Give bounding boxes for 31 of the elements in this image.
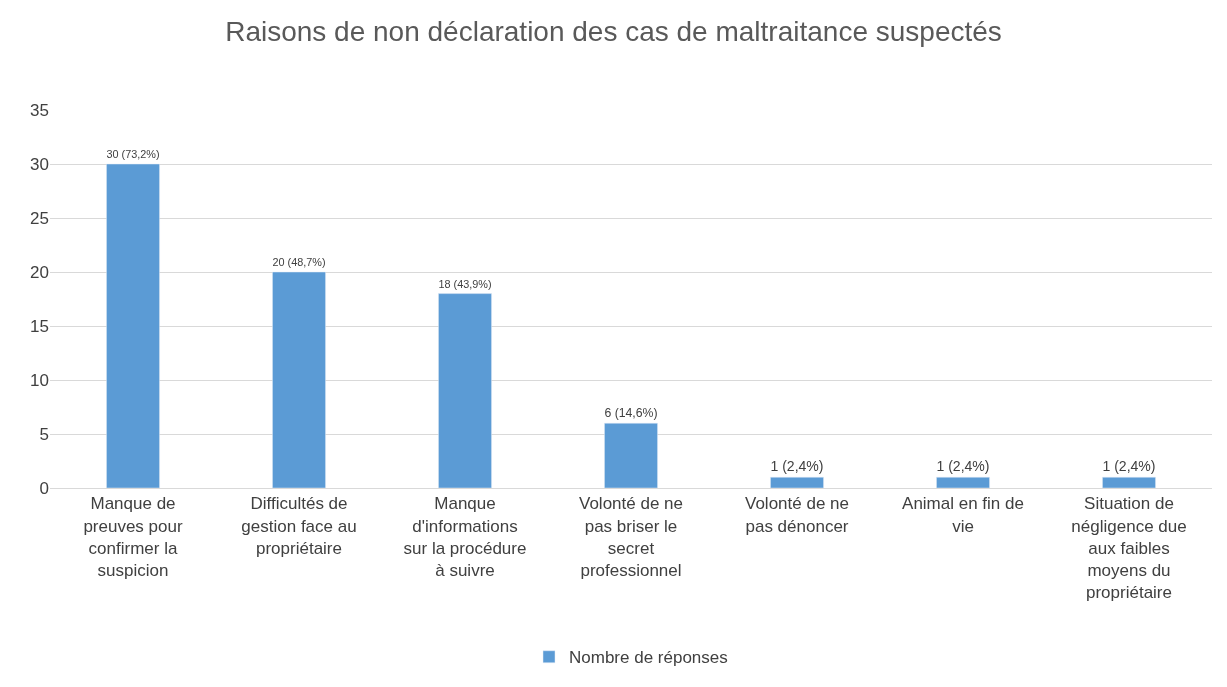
x-tick-label: Difficultés de gestion face au propriétaire — [241, 494, 357, 558]
y-tick-label: 20 — [30, 262, 49, 282]
bar — [936, 476, 990, 488]
x-tick-label: Volonté de ne pas briser le secret professionnel — [579, 494, 683, 580]
x-tick-label: Volonté de ne pas dénoncer — [745, 494, 849, 536]
data-label: 6 (14,6%) — [604, 406, 658, 421]
data-label: 18 (43,9%) — [438, 278, 492, 291]
x-tick-label: Situation de négligence due aux faibles moyens du propriétaire — [1071, 494, 1187, 602]
y-tick-label: 0 — [39, 478, 49, 498]
data-label: 30 (73,2%) — [106, 148, 160, 161]
data-label: 1 (2,4%) — [770, 457, 824, 474]
bar — [438, 293, 492, 488]
y-tick-label: 10 — [30, 370, 49, 390]
data-label: 1 (2,4%) — [936, 457, 990, 474]
bar — [1102, 476, 1156, 488]
x-tick-label: Manque de preuves pour confirmer la suspicion — [83, 494, 183, 580]
x-tick-label: Manque d'informations sur la procédure à suivre — [403, 494, 527, 580]
bar — [770, 476, 824, 488]
bar — [106, 163, 160, 488]
data-label: 20 (48,7%) — [272, 256, 326, 269]
y-tick-label: 30 — [30, 154, 49, 174]
x-tick-label: Animal en fin de vie — [902, 494, 1024, 536]
chart-title: Raisons de non déclaration des cas de maltraitance suspectés — [225, 15, 1002, 47]
bar — [272, 271, 326, 488]
y-tick-label: 35 — [30, 100, 49, 120]
y-tick-label: 5 — [39, 424, 49, 444]
data-label: 1 (2,4%) — [1102, 457, 1156, 474]
y-tick-label: 15 — [30, 316, 49, 336]
y-tick-label: 25 — [30, 208, 49, 228]
legend-label: Nombre de réponses — [569, 648, 728, 668]
bar — [604, 422, 658, 488]
